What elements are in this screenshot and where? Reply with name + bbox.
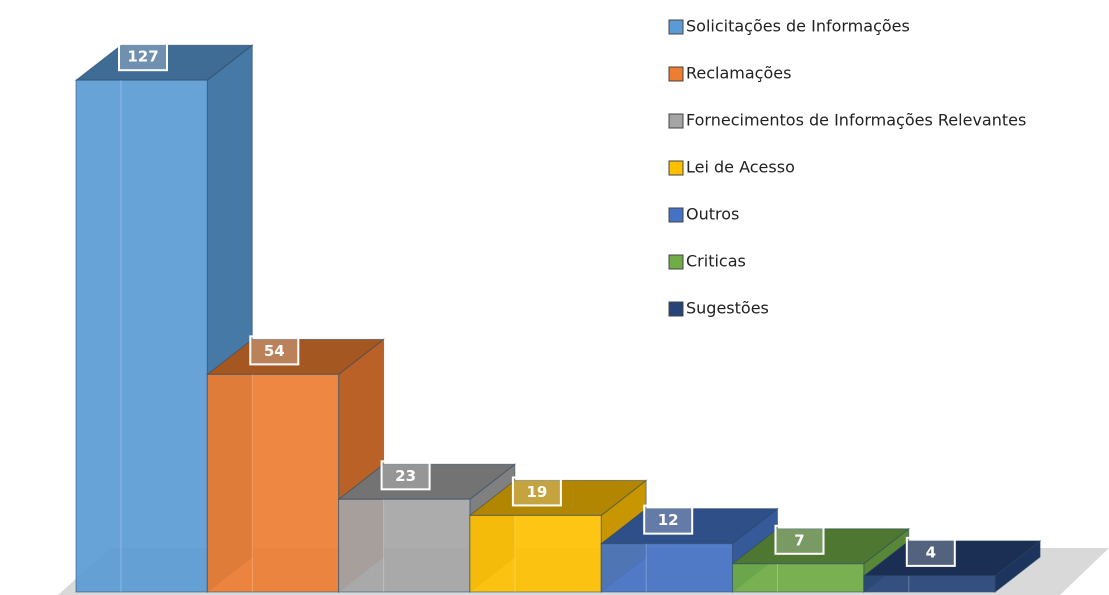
bar-top-shade [863, 540, 1041, 576]
bar [863, 575, 996, 593]
value-label-box [380, 460, 431, 491]
value-label: 12 [658, 511, 679, 529]
bar-top-shade [76, 45, 253, 81]
bar [469, 514, 602, 593]
value-label-box [249, 335, 300, 366]
bar [338, 498, 471, 593]
value-label: 19 [526, 483, 547, 501]
value-label-box [511, 476, 562, 507]
legend-label: Sugestões [686, 299, 769, 318]
legend-label: Fornecimentos de Informações Relevantes [686, 111, 1026, 130]
bar [75, 79, 208, 593]
value-label: 127 [127, 48, 158, 66]
legend-label: Outros [686, 205, 739, 224]
bar-top-shade [338, 464, 515, 500]
value-label-box [118, 41, 168, 72]
legend-swatch [668, 207, 684, 223]
legend-swatch [668, 19, 684, 35]
legend-swatch [668, 301, 684, 317]
legend-label: Solicitações de Informações [686, 17, 910, 36]
bar [600, 543, 734, 593]
bar [732, 563, 865, 593]
legend-swatch [668, 254, 684, 270]
bar [206, 373, 340, 593]
bar-top-shade [469, 480, 647, 516]
legend-label: Reclamações [686, 64, 791, 83]
value-label: 54 [264, 342, 285, 360]
value-label: 23 [395, 467, 416, 485]
value-label: 7 [794, 531, 804, 549]
bar-top-shade [732, 528, 909, 564]
value-label: 4 [926, 543, 936, 561]
value-label-box [774, 524, 825, 555]
bar-top-shade [601, 508, 778, 544]
legend-label: Lei de Acesso [686, 158, 795, 177]
legend-swatch [668, 113, 684, 129]
bar-side-shade [995, 540, 1041, 592]
bar-top-shade [207, 339, 384, 375]
value-label-box [643, 504, 694, 535]
value-label-box [905, 536, 956, 567]
legend-label: Criticas [686, 252, 746, 271]
legend-swatch [668, 66, 684, 82]
legend-swatch [668, 160, 684, 176]
